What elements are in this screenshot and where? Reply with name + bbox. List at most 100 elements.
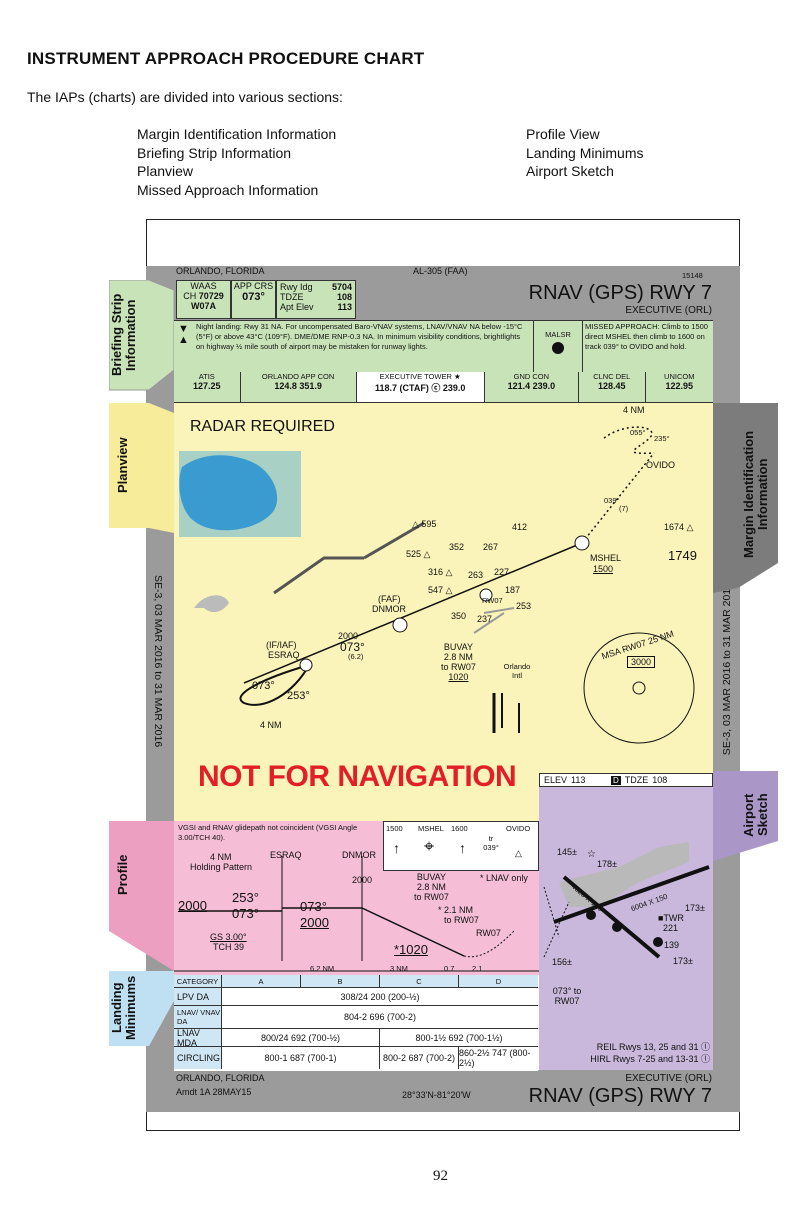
mshel-label: MSHEL [590, 553, 622, 563]
tab-margin [713, 403, 778, 593]
header-proc-id: AL-305 (FAA) [413, 266, 468, 276]
runway-info-box: Rwy Idg 5704 TDZE 108 Apt Elev 113 [276, 280, 356, 319]
minimums-row-lpv: LPV DA 308/24 200 (200-½) [174, 988, 538, 1006]
obstacle-237: 237 [477, 614, 493, 624]
course-039: 039° [604, 496, 620, 505]
elev-156: 156± [552, 957, 572, 967]
tower-elev: 221 [663, 923, 679, 933]
distance-6-2: (6.2) [348, 652, 364, 661]
distance-7: (7) [619, 504, 629, 513]
runway-13-31 [562, 875, 661, 959]
runway-7-25 [553, 865, 710, 924]
profile-esraq: ESRAQ [270, 850, 302, 860]
intro-text: The IAPs (charts) are divided into vario… [27, 89, 343, 105]
mshel-fix [574, 535, 590, 551]
tower-label: ■TWR [658, 913, 684, 923]
footer-airport: EXECUTIVE (ORL) [625, 1073, 712, 1084]
header-serial: 15148 [682, 271, 703, 280]
if-iaf-label: (IF/IAF) [266, 640, 297, 650]
waas-box: WAAS CH 70729 W07A [176, 280, 231, 319]
hold-outbound-253: 253° [287, 690, 310, 702]
buvay-block: BUVAY 2.8 NM to RW07 1020 [441, 642, 476, 682]
profile-tch: TCH 39 [213, 942, 245, 952]
tab-profile [109, 821, 174, 971]
footer-coords: 28°33'N-81°20'W [402, 1090, 471, 1100]
minimums-row-lnav-mda: LNAV MDA 800/24 692 (700-½) 800-1½ 692 (… [174, 1028, 538, 1048]
elev-173b: 173± [673, 956, 693, 966]
reil-note: REIL Rwys 13, 25 and 31 ⓛ [596, 1042, 710, 1052]
ovido-label: OVIDO [646, 460, 676, 470]
tab-briefing [109, 280, 174, 405]
profile-073: 073° [232, 906, 259, 921]
missed-approach-text: MISSED APPROACH: Climb to 1500 direct MS… [585, 322, 708, 351]
profile-dnmor: DNMOR [342, 850, 376, 860]
footer-city: ORLANDO, FLORIDA [176, 1073, 265, 1083]
hirl-note: HIRL Rwys 7-25 and 13-31 ⓛ [590, 1054, 710, 1064]
waas-channel: 70729 [198, 291, 224, 301]
profile-gs: GS 3.00° [210, 932, 247, 942]
profile-1020: *1020 [394, 942, 428, 957]
malsr-box: MALSR [533, 320, 583, 372]
profile-2-1nm-to: to RW07 [444, 915, 479, 925]
comm-app-con: ORLANDO APP CON 124.8 351.9 [241, 372, 357, 402]
profile-lnav-only: * LNAV only [480, 873, 528, 883]
list-item: Margin Identification Information [137, 126, 337, 142]
tab-planview [109, 403, 174, 533]
missed-track [581, 452, 655, 544]
header-city: ORLANDO, FLORIDA [176, 266, 265, 276]
right-margin-date: SE-3, 03 MAR 2016 to 31 MAR 2016 [721, 583, 733, 756]
comm-clnc: CLNC DEL 128.45 [579, 372, 646, 402]
hold-inbound-073: 073° [252, 680, 275, 692]
sketch-header: ELEV 113 D TDZE 108 [539, 773, 713, 787]
obstacle-352: 352 [449, 542, 465, 552]
not-for-navigation: NOT FOR NAVIGATION [198, 760, 517, 793]
malsr-icon [552, 342, 564, 354]
profile-2-1nm: * 2.1 NM [438, 905, 474, 915]
profile-rw07: RW07 [476, 928, 501, 938]
alt-2000: 2000 [338, 631, 359, 641]
page-heading: INSTRUMENT APPROACH PROCEDURE CHART [27, 49, 425, 68]
course-235: 235° [654, 434, 670, 443]
section-list-left: Margin Identification Information Briefi… [137, 125, 336, 199]
minimums-table [174, 975, 538, 1071]
section-list-right: Profile View Landing Minimums Airport Sk… [526, 125, 644, 181]
tab-briefing-label: Briefing Strip Information [109, 293, 138, 377]
elev-145: 145± [557, 847, 577, 857]
notes-text: Night landing: Rwy 31 NA. For uncompensa… [196, 322, 523, 351]
profile-2000b: 2000 [300, 915, 329, 930]
airport-sketch-graphics: ☆ [543, 842, 710, 959]
ramp-area [559, 842, 689, 907]
minimums-row-circling: CIRCLING 800-1 687 (700-1) 800-2 687 (70… [174, 1047, 538, 1069]
elev-173: 173± [685, 903, 705, 913]
course-055: 055° [630, 428, 646, 437]
buvay-fix [479, 588, 493, 602]
missed-icons: 1500 MSHEL 1600 tr 039° OVIDO ↑ ⌖ ↑ △ [383, 821, 539, 871]
orlando-intl-label: Orlando Intl [503, 662, 531, 680]
hold-iaf [239, 664, 310, 706]
obstacle-227: 227 [494, 567, 510, 577]
msa-altitude: 3000 [627, 656, 656, 668]
footer-title: RNAV (GPS) RWY 7 [528, 1085, 712, 1107]
list-item: Profile View [526, 126, 600, 142]
planview-graphics [179, 426, 695, 744]
obstacle-263: 263 [468, 570, 484, 580]
list-item: Briefing Strip Information [137, 144, 292, 161]
airport-name: EXECUTIVE (ORL) [625, 305, 712, 316]
final-course [243, 542, 583, 684]
waas-id: W07A [190, 301, 216, 311]
obstacle-412: 412 [512, 522, 528, 532]
dist-0-7: 0.7 [444, 964, 455, 973]
msa-circle [583, 632, 695, 744]
obstacle-267: 267 [483, 542, 499, 552]
minimums-row-lnav-vnav: LNAV/ VNAV DA 804-2 696 (700-2) [174, 1006, 538, 1029]
esraq-label: ESRAQ [268, 650, 300, 660]
small-lake [194, 595, 229, 613]
obstacle-350: 350 [451, 611, 467, 621]
radar-required: RADAR REQUIRED [190, 418, 335, 435]
bottom-margin [146, 1070, 740, 1112]
profile-note: VGSI and RNAV glidepath not coincident (… [178, 823, 358, 842]
left-margin-date: SE-3, 03 MAR 2016 to 31 MAR 2016 [152, 575, 164, 748]
hold-4nm-profile: 4 NM [210, 852, 232, 862]
tab-margin-label: Margin Identification Information [741, 430, 770, 558]
tab-planview-label: Planview [115, 437, 130, 493]
